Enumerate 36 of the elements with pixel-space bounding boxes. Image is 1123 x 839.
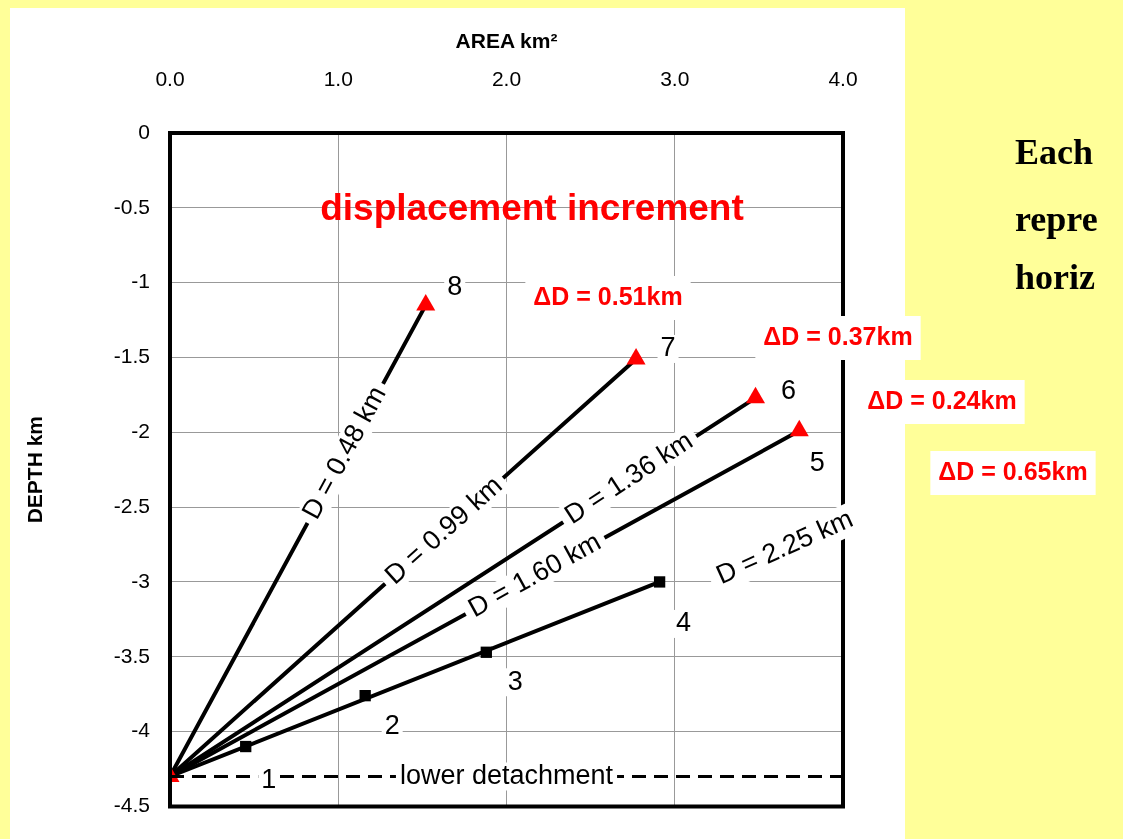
ref-line-label: lower detachment: [399, 759, 614, 790]
y-tick-label: -2.5: [113, 493, 150, 517]
y-tick-label: -1: [131, 269, 150, 293]
annotation: displacement increment: [320, 187, 744, 229]
y-tick-label: -4: [131, 718, 151, 742]
text: ΔD = 0.65km: [938, 456, 1088, 485]
y-tick-label: -2: [131, 419, 150, 443]
annotation: 8: [447, 270, 463, 301]
annotation: D = 0.48 km: [295, 381, 392, 524]
annotation: 1: [261, 764, 277, 794]
x-tick-label: 3.0: [660, 67, 690, 91]
annotation: ΔD = 0.37km: [763, 321, 913, 350]
annotation: 3: [507, 665, 523, 696]
x-tick-label: 4.0: [828, 67, 858, 91]
y-tick-label: 0: [138, 119, 150, 143]
x-axis-title: AREA km²: [455, 29, 558, 53]
annotation: 5: [809, 447, 825, 478]
annotation: 6: [780, 375, 797, 406]
y-axis-title: DEPTH km: [23, 416, 47, 524]
x-tick-label: 1.0: [323, 67, 353, 91]
annotation: D = 2.25 km: [711, 503, 858, 591]
text: horiz: [1015, 257, 1095, 298]
y-tick-label: -3.5: [113, 643, 150, 667]
x-tick-label: 0.0: [155, 67, 185, 91]
x-tick-label: 2.0: [491, 67, 522, 91]
text: repre: [1015, 199, 1098, 240]
annotation: 7: [660, 332, 676, 363]
text: Each: [1015, 132, 1094, 173]
annotation: 4: [676, 607, 692, 638]
text: ΔD = 0.24km: [867, 385, 1017, 414]
y-tick-label: -0.5: [113, 194, 150, 218]
annotation: 2: [384, 710, 400, 741]
y-tick-label: -4.5: [113, 793, 150, 817]
y-tick-label: -1.5: [113, 344, 150, 368]
y-tick-label: -3: [131, 568, 150, 592]
annotation: ΔD = 0.51km: [533, 281, 683, 310]
